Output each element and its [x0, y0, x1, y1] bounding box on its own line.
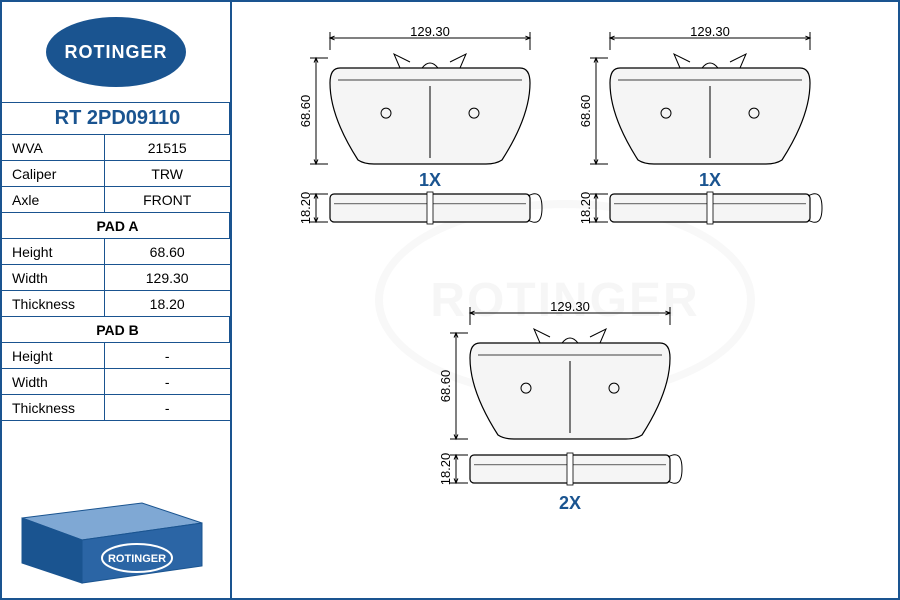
- spec-label: Axle: [2, 187, 104, 213]
- pad-b-header: PAD B: [2, 317, 230, 343]
- logo-area: ROTINGER: [2, 2, 230, 102]
- left-panel: ROTINGER RT 2PD09110 WVA21515 CaliperTRW…: [2, 2, 232, 598]
- svg-text:18.20: 18.20: [298, 192, 313, 225]
- table-row: Width129.30: [2, 265, 230, 291]
- product-box-icon: ROTINGER: [12, 478, 212, 588]
- spec-label: Thickness: [2, 291, 104, 317]
- svg-text:1X: 1X: [419, 170, 441, 190]
- svg-text:2X: 2X: [559, 493, 581, 513]
- table-row: Thickness18.20: [2, 291, 230, 317]
- spec-value: 21515: [104, 135, 229, 161]
- spec-label: Height: [2, 239, 104, 265]
- spec-table: RT 2PD09110 WVA21515 CaliperTRW AxleFRON…: [2, 102, 230, 421]
- spec-label: WVA: [2, 135, 104, 161]
- spec-value: TRW: [104, 161, 229, 187]
- spec-value: FRONT: [104, 187, 229, 213]
- svg-text:129.30: 129.30: [410, 24, 450, 39]
- spec-value: -: [104, 395, 229, 421]
- table-row: Thickness-: [2, 395, 230, 421]
- spec-label: Width: [2, 265, 104, 291]
- spec-value: 68.60: [104, 239, 229, 265]
- svg-text:18.20: 18.20: [578, 192, 593, 225]
- part-number: RT 2PD09110: [2, 103, 230, 135]
- svg-text:1X: 1X: [699, 170, 721, 190]
- svg-text:68.60: 68.60: [298, 95, 313, 128]
- svg-text:68.60: 68.60: [578, 95, 593, 128]
- spec-label: Thickness: [2, 395, 104, 421]
- spec-value: 129.30: [104, 265, 229, 291]
- table-row: Height68.60: [2, 239, 230, 265]
- spec-value: 18.20: [104, 291, 229, 317]
- pad-a-header: PAD A: [2, 213, 230, 239]
- svg-text:129.30: 129.30: [550, 299, 590, 314]
- table-row: WVA21515: [2, 135, 230, 161]
- diagram-panel: ROTINGER 129.3068.601X18.20129.3068.601X…: [232, 2, 898, 598]
- pad-diagram: 129.30 68.60 1X 18.20 129.30 68.60 1X 18.20 129.…: [232, 2, 898, 598]
- spec-sheet-frame: ROTINGER RT 2PD09110 WVA21515 CaliperTRW…: [0, 0, 900, 600]
- spec-label: Caliper: [2, 161, 104, 187]
- spec-label: Width: [2, 369, 104, 395]
- table-row: CaliperTRW: [2, 161, 230, 187]
- spec-label: Height: [2, 343, 104, 369]
- spec-value: -: [104, 369, 229, 395]
- table-row: Height-: [2, 343, 230, 369]
- svg-text:ROTINGER: ROTINGER: [108, 553, 166, 565]
- table-row: Width-: [2, 369, 230, 395]
- spec-value: -: [104, 343, 229, 369]
- svg-text:18.20: 18.20: [438, 453, 453, 486]
- brand-logo: ROTINGER: [46, 17, 186, 87]
- svg-text:68.60: 68.60: [438, 370, 453, 403]
- svg-text:129.30: 129.30: [690, 24, 730, 39]
- table-row: AxleFRONT: [2, 187, 230, 213]
